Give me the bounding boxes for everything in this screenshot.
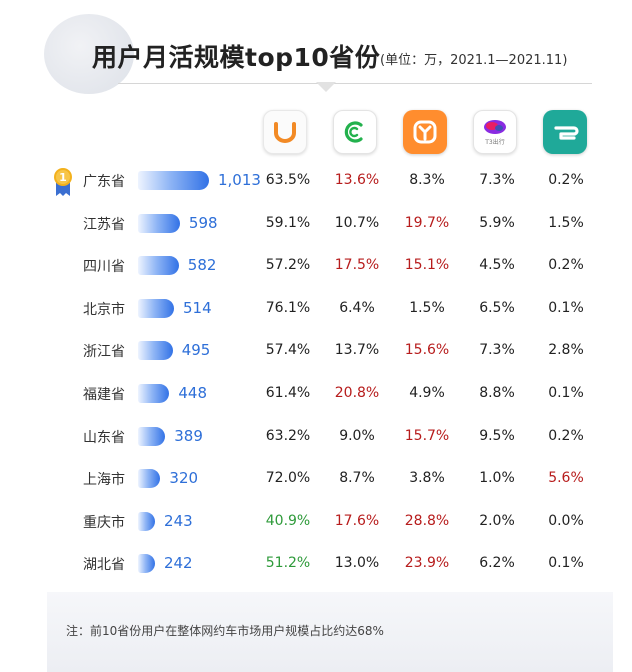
user-scale-value: 389: [174, 426, 203, 445]
shouqi-icon: [543, 110, 587, 154]
province-label: 四川省: [83, 259, 125, 276]
province-label: 上海市: [83, 472, 125, 489]
share-cell: 0.2%: [548, 427, 584, 444]
user-scale-bar: [138, 171, 209, 190]
title-notch: [316, 82, 336, 92]
share-cell: 28.8%: [404, 512, 450, 529]
province-label: 湖北省: [83, 557, 125, 574]
footer-background: [47, 592, 613, 672]
share-cell: 20.8%: [334, 385, 380, 401]
meituan-icon: [403, 110, 447, 154]
share-cell: 23.9%: [404, 555, 450, 572]
user-scale-value: 448: [178, 384, 208, 402]
rank-number: 1: [59, 171, 67, 184]
share-cell: 63.5%: [265, 172, 311, 188]
share-cell: 7.3%: [479, 342, 515, 359]
share-cell: 61.4%: [265, 385, 311, 401]
share-cell: 0.1%: [548, 299, 584, 316]
province-label: 浙江省: [83, 344, 125, 361]
province-label: 山东省: [83, 429, 125, 446]
share-cell: 1.5%: [409, 299, 445, 316]
share-cell: 17.5%: [334, 257, 380, 274]
share-cell: 13.0%: [334, 555, 380, 572]
share-cell: 9.0%: [339, 427, 375, 444]
share-cell: 17.6%: [334, 512, 380, 529]
share-cell: 4.9%: [409, 385, 445, 401]
user-scale-value: 598: [188, 213, 218, 232]
share-cell: 9.5%: [479, 427, 515, 444]
share-cell: 6.2%: [479, 555, 515, 572]
share-cell: 72.0%: [265, 470, 311, 487]
share-cell: 0.1%: [548, 385, 584, 401]
user-scale-bar: [138, 341, 173, 361]
rank-medal-icon: 1: [52, 167, 74, 197]
user-scale-bar: [138, 298, 175, 318]
share-cell: 15.6%: [404, 342, 450, 359]
share-cell: 3.8%: [409, 470, 445, 487]
share-cell: 2.0%: [479, 512, 515, 529]
share-cell: 63.2%: [265, 427, 311, 444]
share-cell: 8.3%: [409, 172, 445, 188]
share-cell: 5.9%: [479, 214, 515, 231]
share-cell: 8.7%: [339, 470, 375, 487]
province-label: 福建省: [83, 387, 125, 403]
share-cell: 1.5%: [548, 214, 584, 231]
share-cell: 2.8%: [548, 342, 584, 359]
share-cell: 0.1%: [548, 555, 584, 572]
user-scale-bar: [138, 426, 166, 446]
user-scale-value: 514: [183, 298, 212, 317]
share-cell: 76.1%: [265, 299, 311, 316]
share-cell: 15.7%: [404, 427, 450, 444]
share-cell: 59.1%: [265, 214, 311, 231]
user-scale-bar: [138, 511, 156, 531]
footnote: 注：前10省份用户在整体网约车市场用户规模占比约达68%: [66, 624, 384, 638]
share-cell: 0.0%: [548, 512, 584, 529]
caocao-icon: [333, 110, 377, 154]
province-label: 广东省: [83, 174, 125, 190]
title-decoration: [44, 14, 134, 94]
share-cell: 1.0%: [479, 470, 515, 487]
share-cell: 6.4%: [339, 299, 375, 316]
share-cell: 8.8%: [479, 385, 515, 401]
title-divider: [118, 83, 592, 84]
user-scale-value: 582: [187, 256, 217, 275]
share-cell: 57.4%: [265, 342, 311, 359]
user-scale-bar: [138, 469, 161, 489]
share-cell: 13.7%: [334, 342, 380, 359]
share-cell: 7.3%: [479, 172, 515, 188]
t3-logo-text: T3出行: [485, 139, 505, 146]
share-cell: 57.2%: [265, 257, 311, 274]
share-cell: 40.9%: [265, 512, 311, 529]
share-cell: 19.7%: [404, 214, 450, 231]
user-scale-value: 495: [181, 341, 211, 360]
share-cell: 15.1%: [404, 257, 450, 274]
user-scale-value: 320: [169, 469, 199, 488]
user-scale-bar: [138, 256, 179, 276]
share-cell: 5.6%: [548, 470, 584, 487]
didi-icon: [263, 110, 307, 154]
share-cell: 6.5%: [479, 299, 515, 316]
user-scale-bar: [138, 384, 170, 403]
province-label: 江苏省: [83, 216, 125, 233]
share-cell: 4.5%: [479, 257, 515, 274]
user-scale-value: 1,013: [218, 171, 261, 189]
share-cell: 0.2%: [548, 257, 584, 274]
share-cell: 0.2%: [548, 172, 584, 188]
t3-icon: T3出行: [473, 110, 517, 154]
province-label: 重庆市: [83, 514, 125, 531]
province-label: 北京市: [83, 301, 125, 318]
chart-title: 用户月活规模top10省份: [92, 43, 381, 72]
user-scale-bar: [138, 554, 155, 574]
user-scale-value: 242: [163, 554, 193, 573]
share-cell: 13.6%: [334, 172, 380, 188]
share-cell: 51.2%: [265, 555, 311, 572]
unit-note: (单位：万，2021.1—2021.11): [380, 53, 568, 68]
share-cell: 10.7%: [334, 214, 380, 231]
user-scale-value: 243: [164, 511, 193, 530]
user-scale-bar: [138, 213, 180, 233]
